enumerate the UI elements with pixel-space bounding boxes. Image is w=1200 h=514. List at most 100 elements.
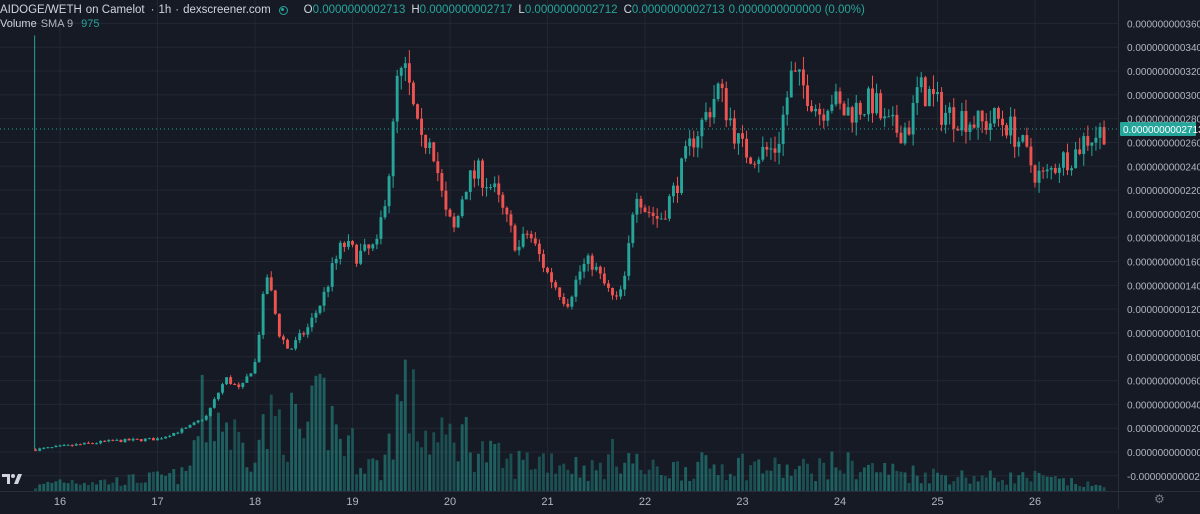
candle (50, 447, 54, 449)
candle-body (1057, 167, 1061, 173)
candle-body (806, 85, 809, 106)
volume-bar (351, 428, 354, 491)
candle (753, 161, 757, 169)
x-tick-label: 22 (639, 496, 651, 508)
volume-bar (147, 472, 151, 491)
candle-body (550, 272, 554, 283)
candle-body (871, 88, 874, 114)
candle (107, 439, 111, 443)
volume-bar (212, 441, 216, 491)
candle-body (403, 63, 407, 68)
volume-bar (416, 441, 419, 491)
volume-bar (1029, 481, 1033, 491)
candle-body (440, 173, 444, 191)
y-tick-label: 0.0000000003600 (1127, 19, 1200, 30)
candle (830, 95, 834, 114)
candle (1090, 142, 1094, 157)
candle-body (103, 440, 107, 442)
candle-body (1037, 170, 1041, 183)
candle (302, 331, 306, 337)
candle (598, 265, 602, 280)
volume-bar (62, 482, 66, 491)
candle (513, 223, 517, 252)
candle-body (200, 419, 204, 421)
volume-bar (732, 476, 736, 491)
volume-bar (367, 459, 371, 491)
candle-body (346, 240, 350, 247)
candle (221, 382, 224, 395)
chart-legend: AIDOGE/WETH on Camelot · 1h · dexscreene… (0, 4, 865, 16)
volume-bar (233, 419, 237, 491)
volume-bar (871, 463, 874, 491)
candle-body (606, 283, 610, 288)
candle (1082, 132, 1086, 166)
volume-bar (298, 428, 302, 491)
candle-body (753, 163, 757, 165)
gear-icon[interactable]: ⚙ (1154, 492, 1165, 506)
candle (883, 107, 887, 128)
candle-body (424, 134, 428, 148)
volume-bar (883, 462, 887, 491)
candle-body (160, 438, 164, 440)
candle-body (598, 266, 602, 274)
candle (919, 71, 923, 93)
candle-body (212, 399, 216, 408)
candle (172, 432, 176, 437)
volume-bar (1066, 485, 1069, 491)
volume-bar (895, 470, 899, 491)
volume-bar (988, 470, 992, 491)
volume-bar (338, 438, 342, 491)
candle (631, 212, 635, 248)
candle (801, 56, 805, 99)
candle (834, 83, 838, 107)
candle (826, 109, 830, 127)
candle-body (147, 438, 151, 440)
interval-label[interactable]: 1h (158, 4, 172, 16)
candle (188, 424, 192, 428)
candle-body (265, 277, 269, 294)
candle-body (342, 242, 346, 247)
candle-body (964, 111, 968, 132)
volume-bar (541, 453, 545, 491)
candle (643, 204, 647, 213)
volume-bar (314, 375, 318, 491)
candle (716, 82, 720, 102)
volume-bar (481, 441, 484, 491)
volume-bar (485, 462, 489, 491)
candle-body (696, 136, 700, 148)
volume-bar (850, 460, 854, 491)
candle (554, 279, 558, 291)
volume-bar (387, 433, 391, 491)
volume-bar (123, 484, 127, 491)
candle (846, 98, 850, 116)
y-tick-label: 0.0000000000600 (1127, 377, 1200, 388)
candle (1017, 137, 1021, 157)
volume-bar (99, 479, 103, 491)
candle-body (708, 112, 712, 118)
candle-body (582, 263, 586, 272)
candle-body (281, 336, 285, 340)
volume-bar (773, 457, 777, 491)
tradingview-logo-icon[interactable] (2, 472, 22, 486)
y-tick-label: 0.0000000001800 (1127, 234, 1200, 245)
candle (647, 205, 651, 218)
candle-body (1098, 127, 1102, 138)
candle-body (858, 102, 862, 115)
candle-body (407, 63, 411, 83)
candle (639, 195, 643, 214)
candle-body (850, 107, 854, 123)
candle (237, 382, 241, 390)
candle (810, 100, 814, 113)
volume-bar (562, 463, 566, 491)
candle-body (948, 107, 952, 113)
candle (245, 373, 249, 383)
candle (403, 56, 407, 82)
y-tick-label: 0.0000000003400 (1127, 43, 1200, 54)
candle (82, 442, 86, 445)
candle-body (1053, 167, 1057, 173)
candle-body (151, 438, 155, 441)
candle (879, 89, 883, 121)
candle-body (976, 110, 980, 128)
